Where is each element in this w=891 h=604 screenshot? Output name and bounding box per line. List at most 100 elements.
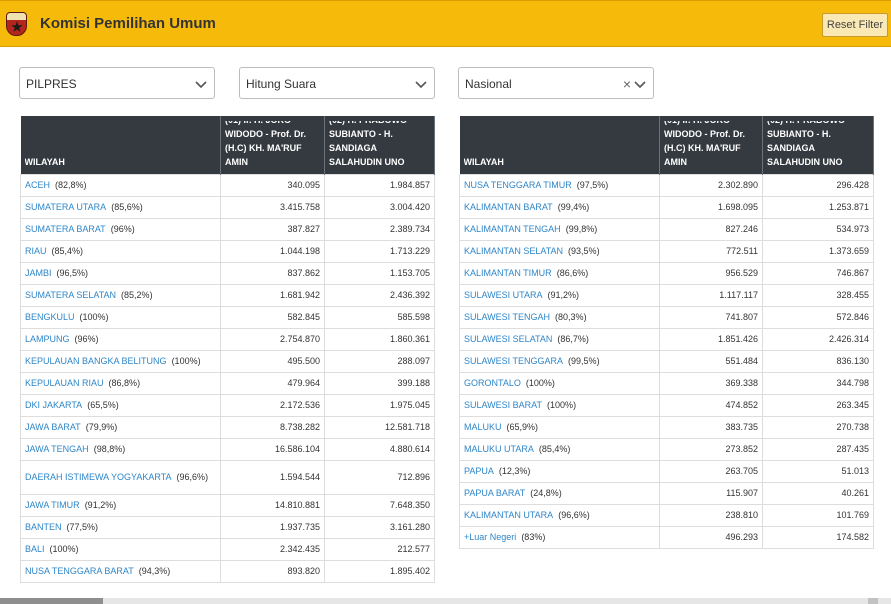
region-link[interactable]: SULAWESI TENGAH xyxy=(464,312,551,322)
region-link[interactable]: SULAWESI TENGGARA xyxy=(464,356,564,366)
region-cell: KALIMANTAN SELATAN (93,5%) xyxy=(459,239,660,263)
votes-candidate-02: 344.798 xyxy=(762,371,874,395)
region-link[interactable]: SULAWESI BARAT xyxy=(464,400,543,410)
region-link[interactable]: SUMATERA BARAT xyxy=(25,224,106,234)
votes-candidate-01: 2.302.890 xyxy=(659,173,763,197)
region-link[interactable]: KALIMANTAN TIMUR xyxy=(464,268,552,278)
votes-candidate-02: 4.880.614 xyxy=(324,437,435,461)
col-header-wilayah: WILAYAH xyxy=(459,116,660,174)
filter-bar: PILPRES Hitung Suara Nasional × xyxy=(0,48,891,115)
region-link[interactable]: DKI JAKARTA xyxy=(25,400,83,410)
table-row: JAWA TIMUR (91,2%) 14.810.881 7.648.350 xyxy=(20,493,435,517)
region-link[interactable]: PAPUA xyxy=(464,466,494,476)
progress-percent: (65,9%) xyxy=(506,422,539,432)
count-type-select[interactable]: Hitung Suara xyxy=(239,67,435,99)
region-link[interactable]: MALUKU UTARA xyxy=(464,444,534,454)
progress-percent: (100%) xyxy=(525,378,555,388)
scrollbar-thumb[interactable] xyxy=(0,598,103,604)
progress-percent: (86,8%) xyxy=(108,378,141,388)
region-link[interactable]: SUMATERA UTARA xyxy=(25,202,107,212)
region-link[interactable]: JAMBI xyxy=(25,268,52,278)
region-link[interactable]: JAWA BARAT xyxy=(25,422,81,432)
region-link[interactable]: DAERAH ISTIMEWA YOGYAKARTA xyxy=(25,471,172,482)
region-link[interactable]: SUMATERA SELATAN xyxy=(25,290,117,300)
region-link[interactable]: KALIMANTAN SELATAN xyxy=(464,246,564,256)
votes-candidate-02: 174.582 xyxy=(762,525,874,549)
region-link[interactable]: SULAWESI UTARA xyxy=(464,290,543,300)
region-link[interactable]: KALIMANTAN UTARA xyxy=(464,510,554,520)
progress-percent: (99,4%) xyxy=(557,202,590,212)
votes-candidate-02: 328.455 xyxy=(762,283,874,307)
region-link[interactable]: GORONTALO xyxy=(464,378,521,388)
region-link[interactable]: NUSA TENGGARA TIMUR xyxy=(464,180,572,190)
table-row: KALIMANTAN BARAT (99,4%) 1.698.095 1.253.8… xyxy=(459,195,874,219)
col-header-candidate-01: (01) Ir. H. JOKO WIDODO - Prof. Dr. (H.C… xyxy=(659,116,763,174)
region-link[interactable]: ACEH xyxy=(25,180,51,190)
scroll-right-arrow-icon[interactable] xyxy=(868,598,878,604)
region-link[interactable]: BANTEN xyxy=(25,522,62,532)
region-link[interactable]: PAPUA BARAT xyxy=(464,488,526,498)
votes-candidate-02: 1.713.229 xyxy=(324,239,435,263)
table-row: KEPULAUAN RIAU (86,8%) 479.964 399.188 xyxy=(20,371,435,395)
table-row: KALIMANTAN TENGAH (99,8%) 827.246 534.973 xyxy=(459,217,874,241)
table-row: JAWA TENGAH (98,8%) 16.586.104 4.880.614 xyxy=(20,437,435,461)
progress-percent: (85,2%) xyxy=(121,290,153,300)
table-row: NUSA TENGGARA BARAT (94,3%) 893.820 1.895.… xyxy=(20,559,435,583)
election-type-select[interactable]: PILPRES xyxy=(19,67,215,99)
region-link[interactable]: KALIMANTAN BARAT xyxy=(464,202,553,212)
region-select[interactable]: Nasional × xyxy=(458,67,654,99)
horizontal-scrollbar[interactable] xyxy=(0,598,891,604)
region-cell: BALI (100%) xyxy=(20,537,221,561)
votes-candidate-02: 3.161.280 xyxy=(324,515,435,539)
region-link[interactable]: KALIMANTAN TENGAH xyxy=(464,224,561,234)
votes-candidate-02: 296.428 xyxy=(762,173,874,197)
region-link[interactable]: KEPULAUAN BANGKA BELITUNG xyxy=(25,356,167,366)
region-value: Nasional xyxy=(465,77,512,91)
region-cell: SULAWESI TENGGARA (99,5%) xyxy=(459,349,660,373)
region-link[interactable]: NUSA TENGGARA BARAT xyxy=(25,566,134,576)
election-type-value: PILPRES xyxy=(26,77,77,91)
votes-candidate-01: 1.117.117 xyxy=(659,283,763,307)
reset-filter-button[interactable]: Reset Filter xyxy=(822,13,888,37)
votes-candidate-01: 827.246 xyxy=(659,217,763,241)
kpu-logo-icon xyxy=(6,12,27,36)
region-link[interactable]: BALI xyxy=(25,544,45,554)
region-cell: SULAWESI BARAT (100%) xyxy=(459,393,660,417)
progress-percent: (96,5%) xyxy=(56,268,89,278)
progress-percent: (91,2%) xyxy=(547,290,580,300)
region-link[interactable]: +Luar Negeri xyxy=(464,532,517,542)
region-cell: SUMATERA UTARA (85,6%) xyxy=(20,195,221,219)
region-link[interactable]: KEPULAUAN RIAU xyxy=(25,378,104,388)
table-row: SUMATERA BARAT (96%) 387.827 2.389.734 xyxy=(20,217,435,241)
progress-percent: (96,6%) xyxy=(176,471,209,482)
table-row: DKI JAKARTA (65,5%) 2.172.536 1.975.045 xyxy=(20,393,435,417)
clear-icon[interactable]: × xyxy=(622,76,631,92)
votes-candidate-01: 956.529 xyxy=(659,261,763,285)
table-row: LAMPUNG (96%) 2.754.870 1.860.361 xyxy=(20,327,435,351)
votes-candidate-01: 273.852 xyxy=(659,437,763,461)
region-cell: NUSA TENGGARA BARAT (94,3%) xyxy=(20,559,221,583)
region-cell: NUSA TENGGARA TIMUR (97,5%) xyxy=(459,173,660,197)
progress-percent: (100%) xyxy=(171,356,201,366)
votes-candidate-01: 496.293 xyxy=(659,525,763,549)
progress-percent: (97,5%) xyxy=(576,180,609,190)
progress-percent: (85,6%) xyxy=(111,202,143,212)
region-link[interactable]: MALUKU xyxy=(464,422,502,432)
progress-percent: (98,8%) xyxy=(93,444,126,454)
progress-percent: (65,5%) xyxy=(87,400,119,410)
region-cell: RIAU (85,4%) xyxy=(20,239,221,263)
progress-percent: (100%) xyxy=(547,400,577,410)
region-link[interactable]: JAWA TIMUR xyxy=(25,500,80,510)
votes-candidate-01: 2.342.435 xyxy=(220,537,325,561)
region-link[interactable]: RIAU xyxy=(25,246,47,256)
region-link[interactable]: JAWA TENGAH xyxy=(25,444,89,454)
region-link[interactable]: BENGKULU xyxy=(25,312,75,322)
votes-candidate-01: 582.845 xyxy=(220,305,325,329)
region-link[interactable]: SULAWESI SELATAN xyxy=(464,334,553,344)
votes-candidate-01: 1.681.942 xyxy=(220,283,325,307)
region-cell: KALIMANTAN BARAT (99,4%) xyxy=(459,195,660,219)
region-link[interactable]: LAMPUNG xyxy=(25,334,70,344)
votes-candidate-01: 474.852 xyxy=(659,393,763,417)
votes-candidate-01: 1.937.735 xyxy=(220,515,325,539)
table-row: KALIMANTAN SELATAN (93,5%) 772.511 1.373.6… xyxy=(459,239,874,263)
